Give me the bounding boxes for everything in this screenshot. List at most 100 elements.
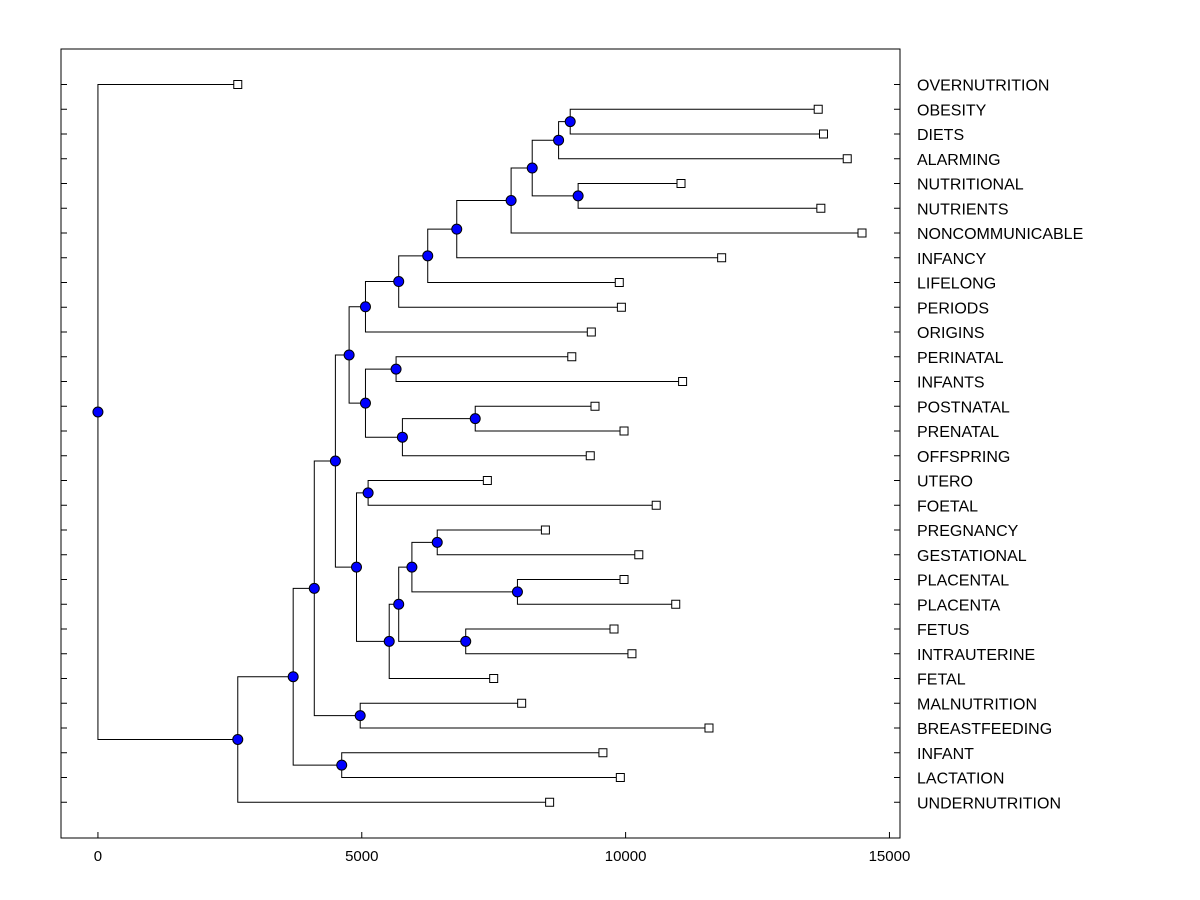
- leaf-marker: [627, 649, 637, 659]
- merge-node: [390, 363, 402, 375]
- leaf-markers: [233, 80, 867, 807]
- plot-frame: [60, 48, 901, 839]
- leaf-label: FETUS: [917, 622, 969, 639]
- leaf-marker: [233, 80, 243, 89]
- leaf-marker: [598, 748, 608, 758]
- merge-node: [564, 116, 576, 128]
- leaf-label: INFANTS: [917, 375, 985, 392]
- leaf-marker: [540, 525, 550, 535]
- leaf-marker: [676, 179, 686, 188]
- merge-node: [526, 162, 538, 174]
- leaf-label: OVERNUTRITION: [917, 78, 1049, 95]
- merge-node: [572, 190, 584, 202]
- merge-node: [329, 455, 341, 467]
- merge-node: [511, 586, 523, 598]
- merge-node: [393, 598, 405, 610]
- leaf-marker: [651, 500, 661, 510]
- x-tick-label: 10000: [605, 848, 647, 865]
- leaf-label: DIETS: [917, 127, 964, 144]
- merge-nodes: [92, 116, 584, 771]
- merge-node: [308, 582, 320, 594]
- leaf-label: ALARMING: [917, 152, 1001, 169]
- leaf-marker: [567, 352, 577, 362]
- leaf-marker: [857, 228, 867, 238]
- x-axis-tick-labels: 0 5000 10000 15000: [94, 848, 911, 865]
- leaf-label: PLACENTA: [917, 597, 1001, 614]
- leaf-label: PRENATAL: [917, 424, 999, 441]
- leaf-marker: [517, 698, 527, 708]
- leaf-label: PERIODS: [917, 300, 989, 317]
- merge-node: [287, 671, 299, 683]
- leaf-marker: [813, 104, 823, 114]
- merge-node: [350, 561, 362, 573]
- leaf-label: PERINATAL: [917, 350, 1004, 367]
- leaf-marker: [590, 401, 600, 411]
- leaf-marker: [816, 203, 826, 213]
- right-tick-marks: [894, 84, 900, 803]
- leaf-label: INFANT: [917, 746, 974, 763]
- leaf-label: NONCOMMUNICABLE: [917, 226, 1083, 243]
- x-axis-ticks: [97, 832, 890, 838]
- leaf-label: POSTNATAL: [917, 399, 1010, 416]
- leaf-marker: [489, 674, 499, 683]
- leaf-marker: [619, 575, 629, 584]
- leaf-label: BREASTFEEDING: [917, 721, 1052, 738]
- merge-node: [422, 250, 434, 262]
- merge-node: [460, 635, 472, 647]
- leaf-marker: [634, 550, 644, 560]
- leaf-label: ORIGINS: [917, 325, 985, 342]
- merge-node: [362, 487, 374, 499]
- leaf-label: GESTATIONAL: [917, 548, 1027, 565]
- merge-node: [505, 195, 517, 207]
- leaf-label: FETAL: [917, 672, 966, 689]
- leaf-label: MALNUTRITION: [917, 696, 1037, 713]
- leaf-marker: [585, 451, 595, 461]
- leaf-marker: [614, 278, 624, 287]
- leaf-label: UTERO: [917, 474, 973, 491]
- merge-node: [396, 431, 408, 443]
- leaf-marker: [619, 426, 629, 436]
- merge-node: [359, 397, 371, 409]
- merge-node: [354, 710, 366, 722]
- leaf-marker: [818, 129, 828, 139]
- merge-node: [336, 759, 348, 771]
- merge-node: [406, 561, 418, 573]
- leaf-marker: [671, 599, 681, 609]
- leaf-marker: [586, 327, 596, 337]
- leaf-label: OBESITY: [917, 102, 987, 119]
- leaf-label: PLACENTAL: [917, 573, 1009, 590]
- leaf-label: LIFELONG: [917, 276, 996, 293]
- leaf-label: NUTRITIONAL: [917, 177, 1024, 194]
- merge-node: [451, 223, 463, 235]
- merge-node: [553, 134, 565, 146]
- merge-node: [92, 406, 104, 418]
- x-tick-label: 5000: [345, 848, 378, 865]
- leaf-marker: [717, 253, 727, 263]
- leaf-labels: OVERNUTRITION OBESITY DIETS ALARMING NUTRITI…: [917, 78, 1083, 813]
- leaf-label: PREGNANCY: [917, 523, 1019, 540]
- leaf-label: FOETAL: [917, 498, 978, 515]
- leaf-marker: [615, 773, 625, 782]
- leaf-marker: [704, 723, 714, 733]
- merge-node: [232, 733, 244, 745]
- merge-node: [393, 276, 405, 288]
- x-tick-label: 15000: [869, 848, 911, 865]
- leaf-marker: [842, 154, 852, 164]
- merge-node: [431, 536, 443, 548]
- leaf-marker: [609, 624, 619, 634]
- leaf-label: INTRAUTERINE: [917, 647, 1035, 664]
- leaf-label: OFFSPRING: [917, 449, 1010, 466]
- merge-node: [469, 413, 481, 425]
- left-tick-marks: [61, 84, 67, 803]
- merge-node: [359, 301, 371, 313]
- leaf-label: UNDERNUTRITION: [917, 795, 1061, 812]
- leaf-marker: [616, 302, 626, 312]
- leaf-label: LACTATION: [917, 771, 1004, 788]
- leaf-label: NUTRIENTS: [917, 201, 1009, 218]
- merge-node: [343, 349, 355, 361]
- leaf-label: INFANCY: [917, 251, 987, 268]
- merge-node: [383, 635, 395, 647]
- leaf-marker: [678, 377, 688, 386]
- leaf-marker: [545, 797, 555, 807]
